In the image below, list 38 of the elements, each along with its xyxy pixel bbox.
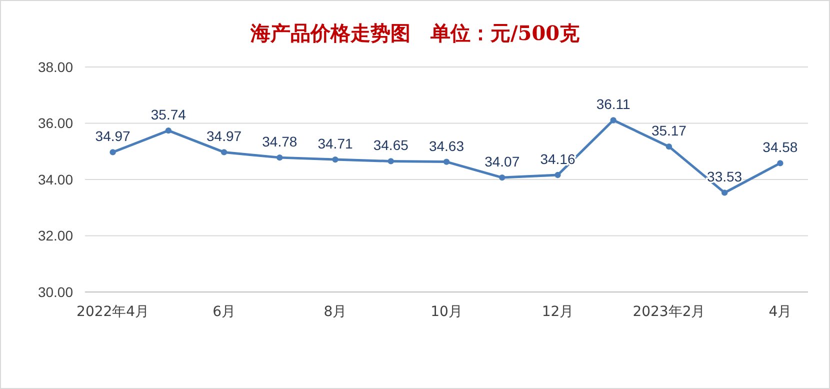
data-label: 34.71	[318, 136, 353, 152]
x-tick-label: 6月	[212, 304, 236, 320]
y-tick-label: 38.00	[38, 58, 74, 75]
data-label: 35.17	[651, 122, 687, 139]
y-tick-label: 32.00	[38, 228, 74, 244]
y-tick-label: 34.00	[38, 171, 74, 188]
data-label: 34.65	[373, 137, 409, 154]
data-label: 34.97	[95, 128, 131, 144]
data-label: 36.11	[596, 96, 631, 112]
x-tick-label: 4月	[768, 304, 792, 320]
point	[388, 158, 394, 164]
point	[276, 154, 283, 161]
data-label: 34.63	[428, 138, 464, 154]
data-label: 34.78	[262, 134, 298, 150]
point	[220, 149, 228, 156]
data-label: 34.07	[484, 154, 520, 170]
point	[332, 156, 338, 163]
chart-title: 海产品价格走势图 单位：元/500克	[249, 21, 580, 45]
x-tick-label: 8月	[324, 304, 347, 320]
point	[443, 158, 450, 165]
point	[666, 144, 672, 150]
x-tick-label: 2022年4月	[76, 304, 150, 320]
point	[777, 160, 784, 166]
data-label: 33.53	[707, 168, 742, 185]
point	[165, 127, 172, 134]
x-tick-label: 10月	[430, 304, 462, 320]
x-tick-label: 12月	[542, 304, 574, 320]
data-label: 35.74	[150, 106, 186, 123]
point	[610, 117, 616, 124]
point	[499, 174, 506, 181]
x-tick-label: 2023年2月	[632, 304, 706, 320]
data-label: 34.97	[206, 128, 242, 144]
point	[721, 190, 728, 196]
y-tick-label: 30.00	[38, 284, 74, 300]
data-label: 34.58	[762, 139, 798, 156]
y-tick-label: 36.00	[38, 115, 74, 132]
point	[110, 149, 116, 156]
point	[554, 172, 561, 178]
